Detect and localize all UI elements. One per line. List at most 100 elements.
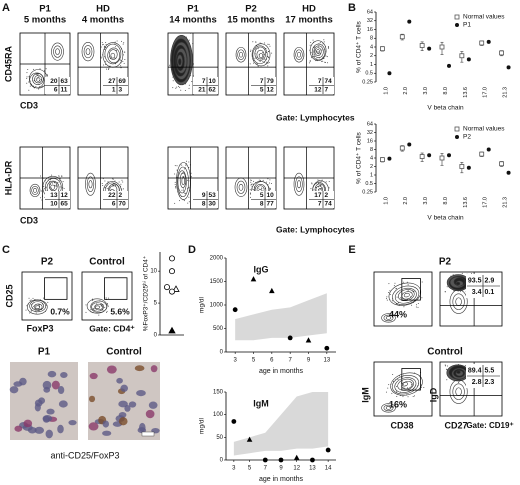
quadrant-value: 13 bbox=[50, 192, 58, 199]
x-tick-label: 17.0 bbox=[483, 197, 489, 208]
patient-marker bbox=[466, 165, 471, 170]
contour bbox=[86, 298, 108, 314]
event bbox=[106, 310, 108, 312]
event bbox=[182, 188, 184, 190]
event bbox=[464, 364, 466, 366]
event bbox=[265, 51, 267, 53]
axis-label: CD27 bbox=[444, 420, 467, 430]
contour bbox=[295, 49, 303, 60]
event bbox=[416, 304, 418, 306]
event bbox=[446, 379, 448, 381]
event bbox=[310, 188, 312, 190]
quadrant-value: 65 bbox=[61, 201, 69, 208]
event bbox=[268, 56, 270, 58]
event bbox=[327, 47, 329, 49]
plot-subtitle: 15 months bbox=[227, 15, 275, 26]
cell bbox=[60, 372, 68, 378]
event bbox=[262, 52, 264, 54]
quadrant-value: 7 bbox=[318, 201, 322, 208]
event bbox=[309, 44, 311, 46]
event bbox=[38, 76, 40, 78]
x-tick-label: 14 bbox=[325, 466, 332, 472]
axis-label: FoxP3 bbox=[26, 323, 53, 333]
normal-marker bbox=[479, 40, 485, 46]
quadrant-value: 21 bbox=[198, 87, 206, 94]
normal-marker bbox=[439, 44, 445, 50]
plot-content bbox=[78, 33, 128, 95]
event bbox=[453, 290, 455, 292]
contour bbox=[316, 49, 320, 54]
quadrant-value: 2.8 bbox=[472, 379, 482, 386]
axis-label: V beta chain bbox=[427, 215, 464, 222]
cell bbox=[14, 425, 23, 432]
event bbox=[256, 56, 258, 58]
event bbox=[176, 165, 178, 167]
gate-percent: 44% bbox=[389, 309, 407, 319]
normal-marker bbox=[499, 50, 504, 56]
patient-marker bbox=[447, 63, 451, 68]
cell bbox=[106, 365, 117, 374]
event bbox=[262, 61, 264, 63]
event bbox=[179, 86, 181, 88]
event bbox=[55, 185, 57, 187]
normal-marker bbox=[459, 164, 465, 169]
event bbox=[268, 62, 270, 64]
y-tick-label: 1500 bbox=[210, 279, 224, 285]
quadrant-value: 8 bbox=[260, 201, 264, 208]
event bbox=[270, 183, 272, 185]
event bbox=[50, 187, 52, 189]
legend-label: Normal values bbox=[463, 14, 505, 21]
event bbox=[28, 89, 30, 91]
event bbox=[59, 178, 61, 180]
event bbox=[411, 304, 413, 306]
y-tick-label: 500 bbox=[213, 326, 224, 332]
cell bbox=[23, 419, 33, 428]
event bbox=[176, 169, 178, 171]
event bbox=[100, 57, 102, 59]
quadrant-value: 10 bbox=[267, 192, 275, 199]
contour bbox=[254, 46, 267, 61]
panel-letter: A bbox=[2, 2, 10, 14]
event bbox=[27, 69, 29, 71]
strip-point bbox=[168, 268, 175, 275]
event bbox=[174, 187, 176, 189]
cell bbox=[134, 365, 145, 372]
event bbox=[116, 40, 118, 42]
y-tick-label: 10 bbox=[150, 269, 157, 275]
quadrant-value: 62 bbox=[209, 87, 217, 94]
patient-marker bbox=[486, 147, 491, 152]
axis-label: IgD bbox=[428, 387, 438, 402]
contour bbox=[104, 43, 122, 65]
event bbox=[388, 291, 390, 293]
event bbox=[255, 41, 257, 43]
event bbox=[105, 41, 107, 43]
event bbox=[311, 183, 313, 185]
event bbox=[40, 175, 42, 177]
normal-range bbox=[235, 293, 327, 341]
event bbox=[107, 69, 109, 71]
y-tick-label: 0.5 bbox=[365, 71, 373, 77]
contour bbox=[53, 45, 62, 58]
event bbox=[61, 175, 63, 177]
event bbox=[407, 387, 409, 389]
event bbox=[417, 306, 419, 308]
strip-point bbox=[163, 284, 170, 291]
y-tick-label: 8 bbox=[370, 36, 373, 42]
legend-marker bbox=[454, 126, 460, 132]
event bbox=[411, 384, 413, 386]
event bbox=[264, 42, 266, 44]
contour bbox=[391, 375, 420, 395]
event bbox=[35, 312, 37, 314]
y-tick-label: 32 bbox=[367, 130, 373, 136]
event bbox=[102, 184, 104, 186]
event bbox=[42, 297, 44, 299]
event bbox=[106, 68, 108, 70]
event bbox=[249, 50, 251, 52]
normal-marker bbox=[499, 161, 504, 167]
contour bbox=[311, 43, 326, 61]
plot-content bbox=[20, 147, 70, 209]
x-tick-label: 13.6 bbox=[463, 197, 469, 208]
event bbox=[29, 312, 31, 314]
contour bbox=[50, 184, 55, 190]
